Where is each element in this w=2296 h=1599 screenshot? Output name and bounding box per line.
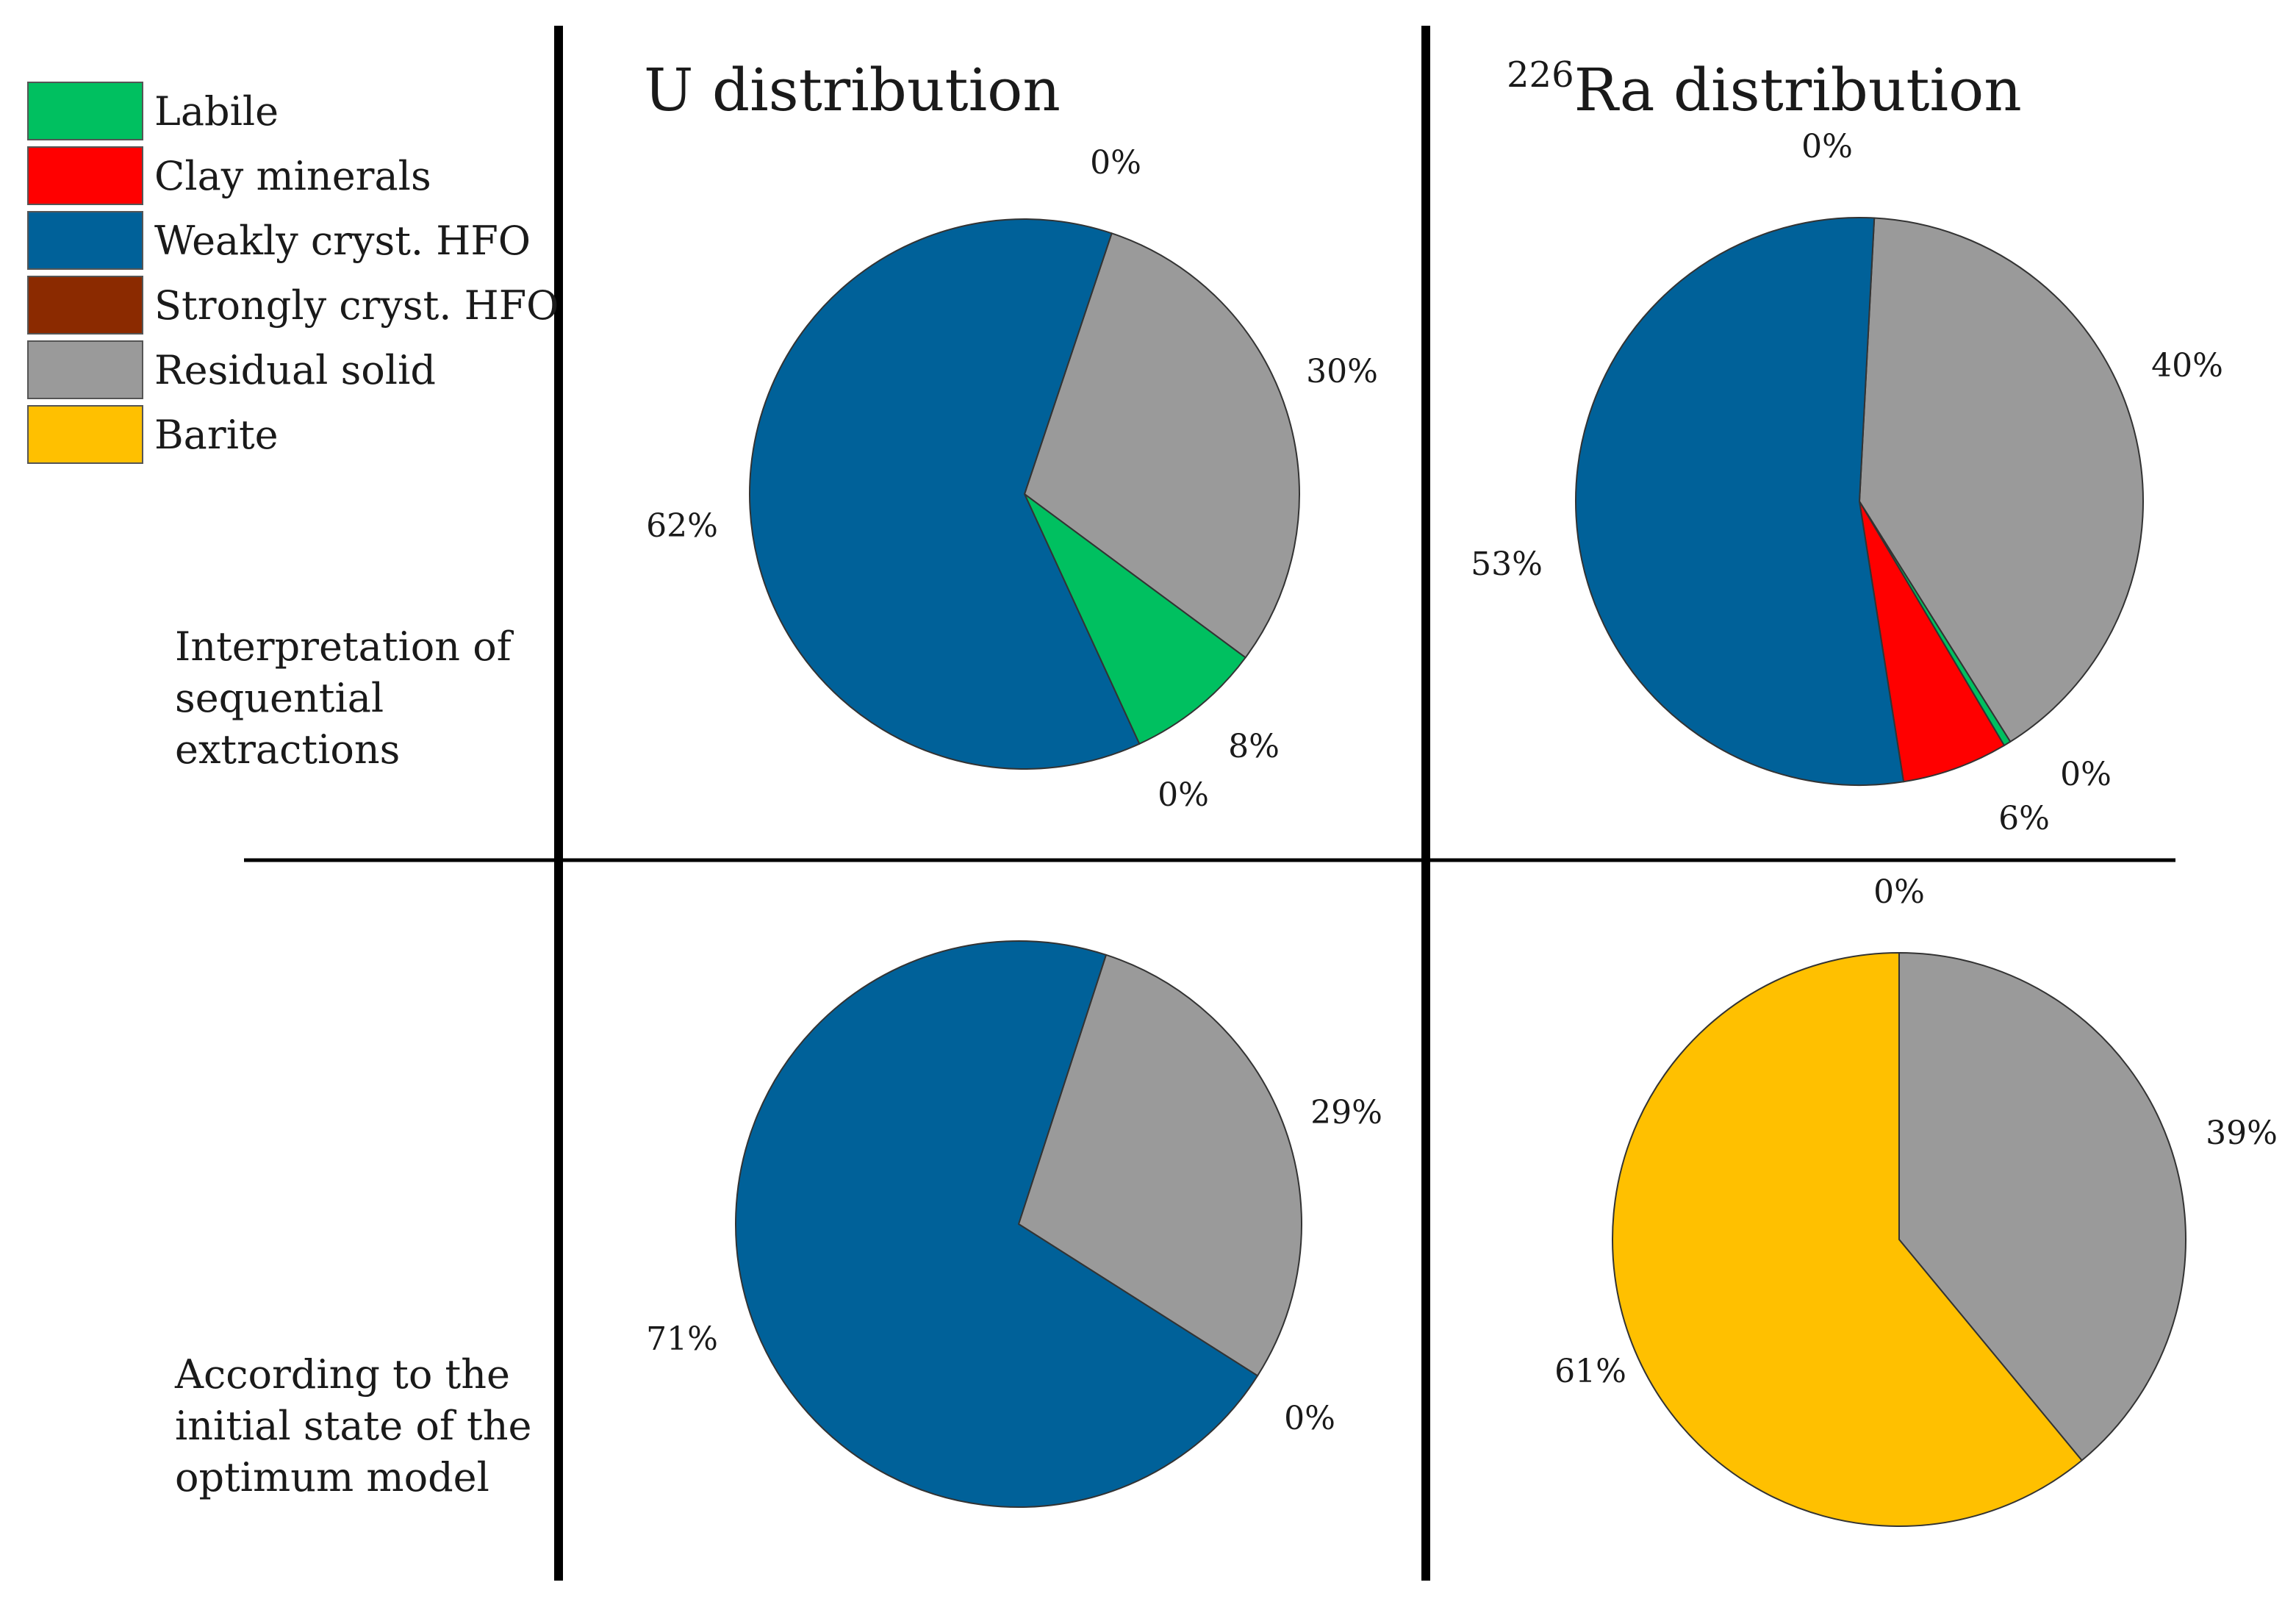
pie-slice-labile [1024, 493, 1246, 745]
pie-slice-residual-solid [1859, 217, 2145, 743]
ra-column-title: 226Ra distribution [1507, 54, 2022, 124]
legend-label-weakly-cryst-hfo: Weakly cryst. HFO [154, 218, 531, 264]
legend-label-strongly-cryst-hfo: Strongly cryst. HFO [154, 282, 559, 329]
legend-swatch-barite [27, 405, 143, 464]
data-label-residual-solid: 30% [1306, 353, 1378, 390]
pie-slice-clay-minerals [1859, 501, 2005, 783]
row-label-model: According to the initial state of the op… [174, 1351, 531, 1500]
legend-swatch-residual-solid [27, 340, 143, 399]
svg-text:initial state of the: initial state of the [175, 1403, 531, 1449]
pie-slice-weakly-cryst-hfo [735, 940, 1259, 1508]
legend-swatch-strongly-cryst-hfo [27, 276, 143, 335]
pie-slice-barite [1612, 952, 2083, 1527]
data-label-residual-solid: 39% [2206, 1115, 2278, 1152]
data-label-weakly-cryst-hfo: 53% [1471, 545, 1543, 583]
ra-title-main: Ra distribution [1574, 56, 2022, 124]
legend: Labile Clay minerals Weakly cryst. HFO Stro… [27, 82, 559, 464]
data-label-barite: 61% [1554, 1353, 1626, 1390]
data-label-weakly-cryst-hfo: 71% [646, 1320, 718, 1358]
data-label-residual-solid: 40% [2151, 347, 2223, 384]
legend-label-residual-solid: Residual solid [154, 347, 436, 393]
pie-u-model: 29% 0% 71% [646, 940, 1382, 1508]
data-label-strongly-cryst-hfo: 0% [1284, 1400, 1335, 1437]
data-label-residual-solid: 29% [1310, 1094, 1382, 1131]
legend-swatch-weakly-cryst-hfo [27, 211, 143, 270]
pie-slice-residual-solid [1024, 232, 1300, 659]
svg-text:extractions: extractions [175, 726, 400, 773]
svg-text:Interpretation of: Interpretation of [175, 623, 514, 670]
legend-label-clay-minerals: Clay minerals [154, 153, 431, 199]
row-label-sequential: Interpretation of sequential extractions [175, 623, 514, 773]
data-label-labile: 0% [2060, 756, 2112, 793]
data-label-clay-minerals: 0% [1873, 873, 1925, 911]
legend-swatch-clay-minerals [27, 146, 143, 205]
u-column-title: U distribution [644, 56, 1061, 124]
pie-slice-residual-solid [1898, 952, 2186, 1462]
svg-text:According to the: According to the [174, 1351, 510, 1398]
data-label-strongly-cryst-hfo: 0% [1158, 776, 1209, 814]
pie-u-sequential: 30% 8% 0% 62% 0% [646, 144, 1378, 814]
pie-ra-model: 39% 61% 0% [1554, 873, 2278, 1527]
pie-slice-residual-solid [1018, 954, 1302, 1377]
pie-slice-weakly-cryst-hfo [749, 218, 1141, 770]
legend-label-barite: Barite [154, 412, 279, 458]
data-label-strongly-cryst-hfo: 0% [1801, 128, 1853, 165]
data-label-clay-minerals: 6% [1998, 800, 2050, 837]
legend-swatch-labile [27, 82, 143, 140]
svg-text:optimum model: optimum model [175, 1454, 489, 1500]
data-label-clay-minerals: 0% [1090, 144, 1141, 182]
pie-ra-sequential: 40% 0% 6% 53% 0% [1471, 128, 2223, 837]
legend-label-labile: Labile [154, 88, 279, 135]
pie-slice-weakly-cryst-hfo [1575, 217, 1905, 786]
data-label-weakly-cryst-hfo: 62% [646, 507, 718, 545]
data-label-labile: 8% [1228, 728, 1280, 765]
ra-superscript: 226 [1507, 54, 1574, 96]
svg-text:sequential: sequential [175, 675, 384, 721]
